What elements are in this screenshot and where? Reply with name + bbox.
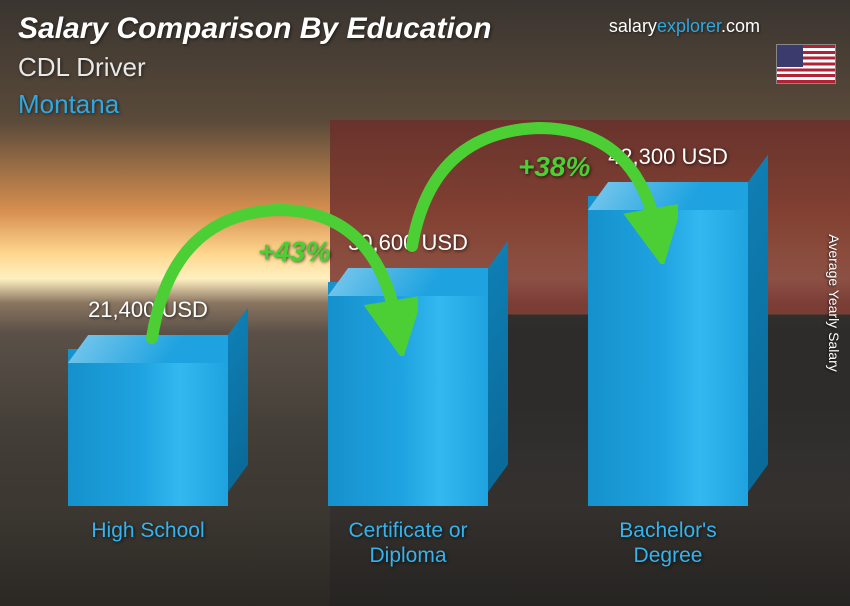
bar-front-face [68, 349, 228, 506]
chart-subtitle: CDL Driver [18, 52, 491, 83]
bar-group: 30,600 USD Certificate orDiploma [308, 230, 508, 576]
bar-side-face [748, 154, 768, 492]
bar-chart: 21,400 USD High School 30,600 USD Certifica… [48, 136, 788, 576]
flag-icon [776, 44, 836, 84]
bar-3d [328, 282, 488, 506]
bar-value: 21,400 USD [48, 297, 248, 323]
bar-front-face [588, 196, 748, 506]
bar-value: 42,300 USD [568, 144, 768, 170]
increase-label: +43% [258, 236, 330, 268]
bar-label: Bachelor'sDegree [568, 518, 768, 576]
bar-top-face [68, 335, 248, 363]
brand-accent: explorer [657, 16, 721, 36]
chart-container: Salary Comparison By Education CDL Drive… [0, 0, 850, 606]
y-axis-label: Average Yearly Salary [826, 234, 842, 372]
increase-label: +38% [518, 151, 590, 183]
bar-front-face [328, 282, 488, 506]
chart-title: Salary Comparison By Education [18, 12, 491, 46]
bar-side-face [228, 307, 248, 492]
bar-group: 21,400 USD High School [48, 297, 248, 576]
bar-3d [588, 196, 748, 506]
bar-3d [68, 349, 228, 506]
brand-suffix: .com [721, 16, 760, 36]
bar-top-face [328, 268, 508, 296]
brand-prefix: salary [609, 16, 657, 36]
bar-top-face [588, 182, 768, 210]
chart-location: Montana [18, 89, 491, 120]
bar-label: Certificate orDiploma [308, 518, 508, 576]
bar-value: 30,600 USD [308, 230, 508, 256]
bar-label: High School [48, 518, 248, 576]
header: Salary Comparison By Education CDL Drive… [18, 12, 491, 120]
bar-group: 42,300 USD Bachelor'sDegree [568, 144, 768, 576]
brand-label: salaryexplorer.com [609, 16, 760, 37]
bar-side-face [488, 240, 508, 492]
